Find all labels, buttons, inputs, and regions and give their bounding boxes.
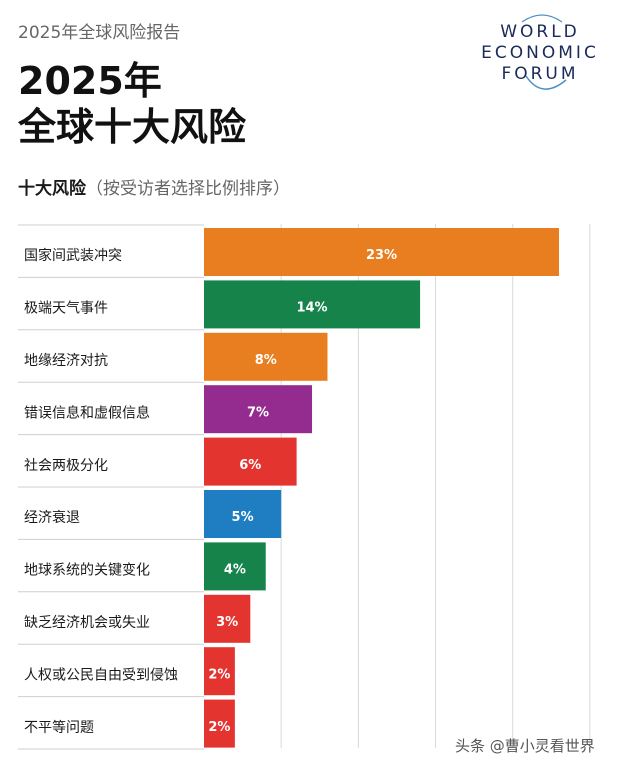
data-label: 2% [208, 720, 230, 735]
category-label: 缺乏经济机会或失业 [24, 615, 150, 631]
data-label: 7% [247, 405, 269, 420]
subtitle-note: （按受访者选择比例排序） [86, 179, 290, 199]
logo-word-2: ECONOMIC [481, 43, 599, 63]
bar [204, 437, 297, 486]
bar [204, 280, 421, 329]
bar [204, 228, 559, 276]
chart-subtitle: 十大风险（按受访者选择比例排序） [18, 174, 290, 199]
page-title: 2025年 全球十大风险 [18, 58, 246, 150]
category-label: 国家间武装冲突 [24, 247, 122, 264]
watermark: 头条 @曹小灵看世界 [455, 737, 595, 755]
category-label: 地球系统的关键变化 [24, 563, 150, 579]
data-label: 6% [239, 458, 261, 473]
report-label: 2025年全球风险报告 [18, 23, 181, 43]
logo-arc-icon [521, 14, 567, 90]
bar [204, 594, 251, 643]
category-label: 不平等问题 [24, 719, 94, 736]
category-label: 经济衰退 [24, 509, 80, 526]
data-label: 23% [366, 248, 397, 263]
category-label: 极端天气事件 [24, 301, 108, 317]
bar [204, 332, 328, 381]
wef-logo: WORLD ECONOMIC FORUM [470, 14, 610, 104]
bar [204, 385, 313, 434]
data-label: 3% [216, 615, 238, 630]
category-label: 错误信息和虚假信息 [24, 404, 150, 421]
bar [204, 699, 235, 748]
bar [204, 647, 235, 696]
category-label: 社会两极分化 [24, 458, 108, 474]
logo-word-1: WORLD [500, 22, 580, 42]
category-label: 人权或公民自由受到侵蚀 [24, 666, 178, 683]
category-label: 地缘经济对抗 [24, 353, 108, 369]
bar [204, 542, 266, 591]
subtitle-main: 十大风险 [18, 179, 86, 199]
data-label: 5% [232, 510, 254, 525]
title-line-year: 2025年 [18, 59, 162, 103]
data-label: 8% [255, 353, 277, 368]
title-line-main: 全球十大风险 [18, 105, 247, 149]
bar [204, 490, 282, 538]
data-label: 2% [208, 667, 230, 682]
data-label: 4% [224, 563, 246, 578]
logo-word-3: FORUM [501, 64, 579, 84]
data-label: 14% [296, 301, 327, 316]
